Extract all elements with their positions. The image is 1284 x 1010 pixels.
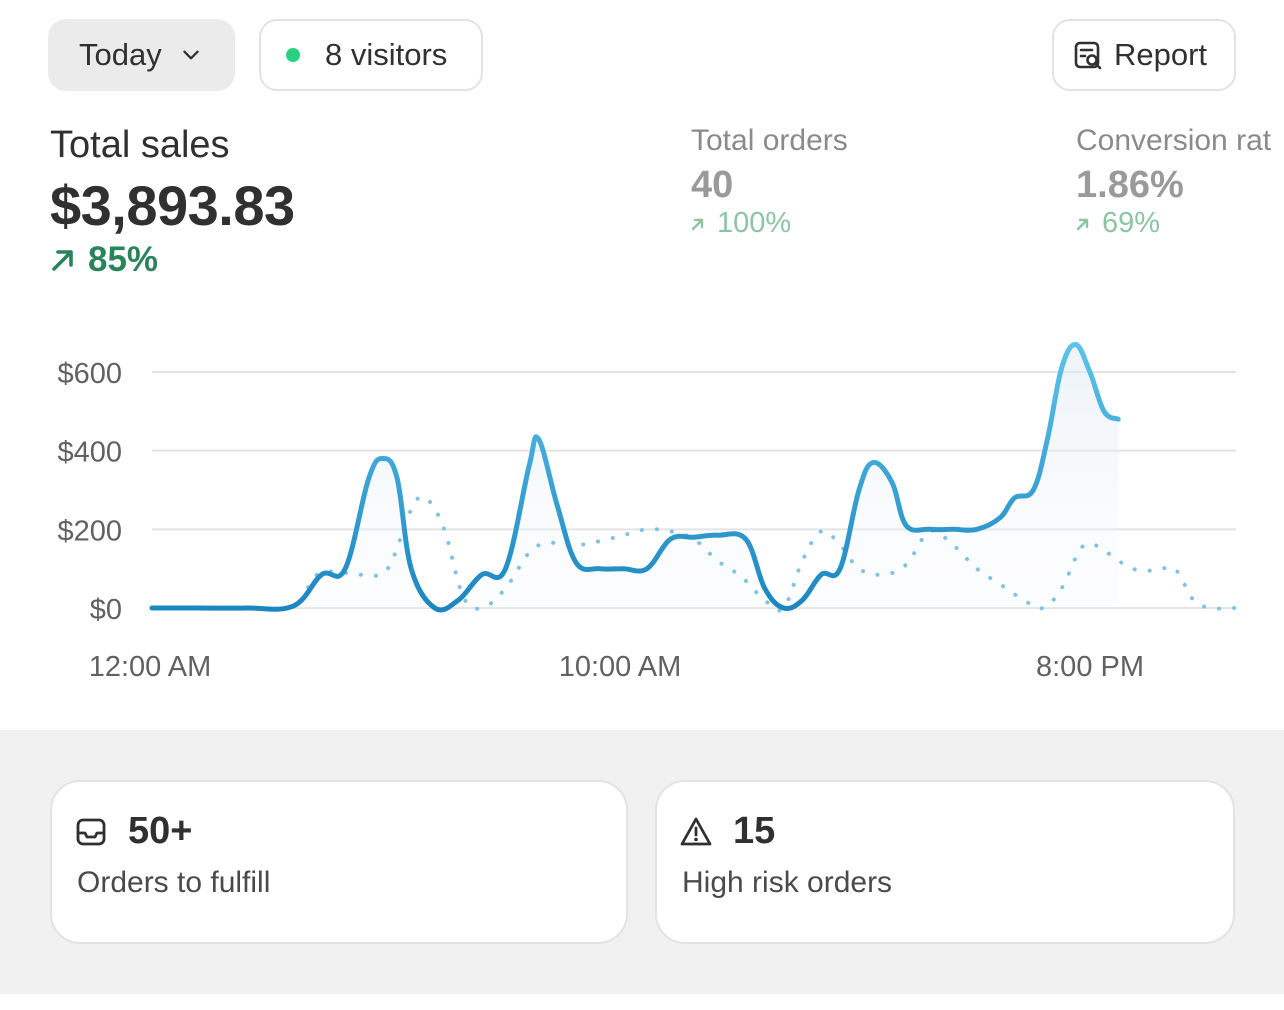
orders-to-fulfill-header: 50+ — [74, 810, 192, 853]
total-sales-delta: 85% — [50, 240, 295, 280]
total-sales-metric[interactable]: Total sales $3,893.83 85% — [50, 124, 295, 280]
report-icon — [1074, 41, 1102, 70]
total-orders-value: 40 — [691, 164, 734, 206]
total-orders-metric[interactable]: Total orders 40 100% — [691, 124, 848, 240]
total-orders-label: Total orders — [691, 124, 848, 157]
report-button[interactable]: Report — [1052, 19, 1236, 91]
conversion-rate-metric[interactable]: Conversion rat 1.86% 69% — [1076, 124, 1271, 240]
total-sales-delta-value: 85% — [88, 240, 159, 279]
series-area-today — [152, 344, 1119, 611]
total-orders-delta: 100% — [691, 207, 848, 240]
conversion-rate-value: 1.86% — [1076, 164, 1184, 206]
live-visitors-button[interactable]: 8 visitors — [259, 19, 483, 91]
high-risk-orders-card[interactable]: 15 High risk orders — [655, 780, 1235, 944]
y-tick-label: $0 — [90, 594, 122, 626]
x-tick-label: 8:00 PM — [1036, 651, 1144, 683]
arrow-up-right-icon — [1076, 218, 1089, 230]
high-risk-orders-count: 15 — [733, 810, 776, 852]
y-tick-label: $200 — [57, 515, 122, 547]
total-orders-delta-value: 100% — [717, 207, 792, 239]
inbox-icon — [76, 818, 106, 845]
orders-to-fulfill-label: Orders to fulfill — [77, 866, 271, 899]
y-tick-label: $400 — [57, 437, 122, 469]
conversion-rate-label: Conversion rat — [1076, 124, 1272, 157]
total-sales-label: Total sales — [50, 124, 230, 166]
top-bar: Today 8 visitors Report — [0, 0, 1284, 110]
high-risk-orders-label: High risk orders — [682, 866, 893, 899]
orders-to-fulfill-card[interactable]: 50+ Orders to fulfill — [50, 780, 628, 944]
y-tick-label: $600 — [57, 358, 122, 390]
chevron-down-icon — [183, 50, 199, 60]
date-range-label: Today — [79, 37, 162, 72]
report-label: Report — [1114, 37, 1208, 72]
arrow-up-right-icon — [52, 250, 73, 271]
conversion-rate-delta-value: 69% — [1102, 207, 1161, 239]
date-range-dropdown[interactable]: Today — [48, 19, 235, 91]
series-line-today[interactable] — [149, 342, 1121, 613]
x-tick-label: 10:00 AM — [559, 651, 682, 683]
arrow-up-right-icon — [691, 218, 704, 230]
live-dot-icon — [286, 48, 300, 62]
x-tick-label: 12:00 AM — [89, 651, 212, 683]
visitors-label: 8 visitors — [325, 37, 448, 72]
alert-triangle-icon — [680, 817, 712, 845]
orders-to-fulfill-count: 50+ — [128, 810, 193, 852]
high-risk-orders-header: 15 — [679, 810, 775, 853]
conversion-rate-delta: 69% — [1076, 207, 1271, 240]
summary-cards-section: 50+ Orders to fulfill 15 High risk order… — [0, 730, 1284, 994]
total-sales-value: $3,893.83 — [50, 174, 295, 237]
sales-chart[interactable]: $600 $400 $200 $0 12:00 AM 10:00 AM 8:00 PM — [0, 330, 1284, 700]
